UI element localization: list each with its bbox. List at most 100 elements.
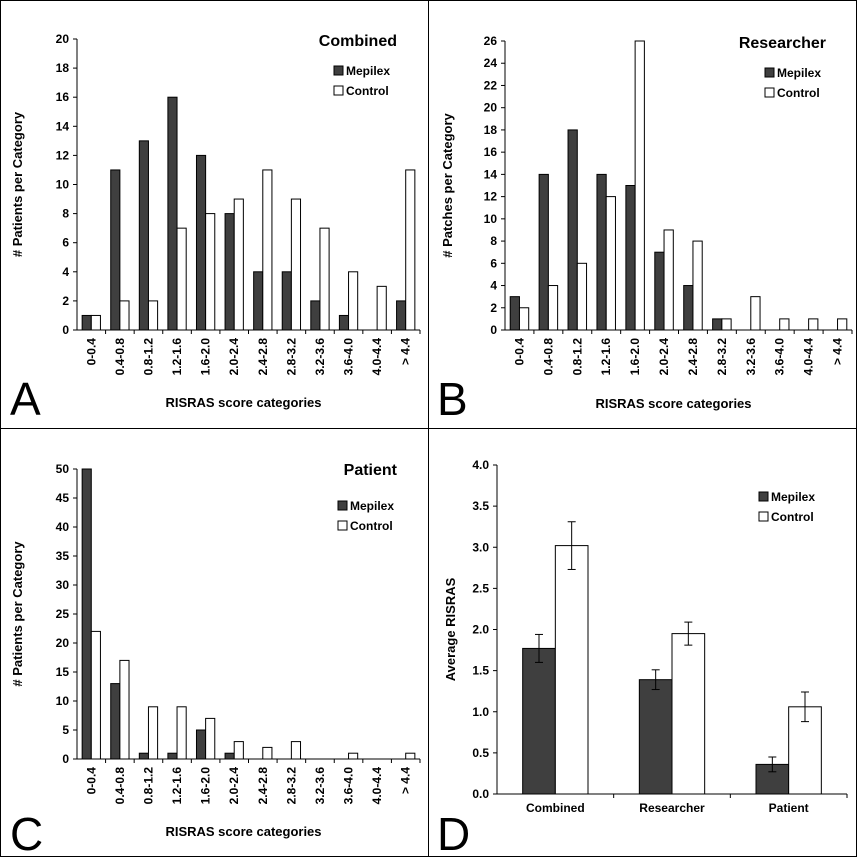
bar-control bbox=[90, 314, 101, 331]
bar-mepilex bbox=[110, 683, 121, 760]
panel-letter: D bbox=[437, 808, 470, 857]
y-tick-label: 1.5 bbox=[472, 664, 489, 678]
legend-label-mepilex: Mepilex bbox=[771, 490, 815, 504]
x-tick-label: 4.0-4.4 bbox=[802, 338, 816, 376]
y-tick-label: 12 bbox=[484, 190, 498, 204]
x-tick-label: 2.4-2.8 bbox=[256, 767, 270, 805]
x-tick-label: 1.2-1.6 bbox=[170, 338, 184, 376]
legend-swatch-mepilex bbox=[333, 65, 344, 76]
y-tick-label: 1.0 bbox=[472, 705, 489, 719]
x-tick-label: 1.6-2.0 bbox=[199, 767, 213, 805]
bar-control bbox=[405, 752, 416, 760]
legend-label-mepilex: Mepilex bbox=[777, 66, 821, 80]
bar-control bbox=[605, 196, 616, 331]
y-tick-label: 6 bbox=[62, 236, 69, 250]
legend-swatch-control bbox=[337, 520, 348, 531]
y-tick-label: 2.0 bbox=[472, 623, 489, 637]
x-tick-label: 0.8-1.2 bbox=[141, 338, 155, 376]
x-tick-label: 2.8-3.2 bbox=[284, 767, 298, 805]
bar-control bbox=[547, 285, 559, 331]
panel-letter: B bbox=[437, 373, 468, 425]
x-tick-label: 1.2-1.6 bbox=[599, 338, 613, 376]
y-tick-label: 30 bbox=[56, 578, 70, 592]
x-tick-label: 0.4-0.8 bbox=[113, 338, 127, 376]
y-tick-label: 8 bbox=[490, 234, 497, 248]
x-tick-label: > 4.4 bbox=[399, 767, 413, 794]
y-axis-title: # Patches per Category bbox=[440, 112, 455, 257]
panel-letter: C bbox=[10, 808, 43, 857]
chart-title: Patient bbox=[344, 462, 398, 479]
x-tick-label: 0.8-1.2 bbox=[570, 338, 584, 376]
x-tick-label: 4.0-4.4 bbox=[370, 767, 384, 805]
y-tick-label: 2 bbox=[62, 294, 69, 308]
x-tick-label: 3.2-3.6 bbox=[744, 338, 758, 376]
legend-swatch-mepilex bbox=[764, 67, 775, 78]
bar-mepilex bbox=[138, 752, 149, 760]
x-tick-label: 2.4-2.8 bbox=[256, 338, 270, 376]
bar-mepilex bbox=[253, 271, 264, 331]
y-tick-label: 4 bbox=[490, 279, 497, 293]
bar-control bbox=[176, 227, 187, 331]
y-tick-label: 8 bbox=[62, 207, 69, 221]
x-tick-label: 1.6-2.0 bbox=[628, 338, 642, 376]
y-tick-label: 18 bbox=[484, 123, 498, 137]
bar-mepilex bbox=[195, 154, 207, 331]
y-tick-label: 0 bbox=[490, 323, 497, 337]
y-tick-label: 2.5 bbox=[472, 581, 489, 595]
x-tick-label: 2.8-3.2 bbox=[284, 338, 298, 376]
bar-control bbox=[348, 271, 359, 331]
x-axis-title: RISRAS score categories bbox=[165, 395, 321, 410]
bar-mepilex bbox=[167, 96, 178, 331]
chart-title: Combined bbox=[319, 33, 397, 50]
y-tick-label: 10 bbox=[484, 212, 498, 226]
x-tick-label: 0-0.4 bbox=[512, 338, 526, 366]
bar-mepilex bbox=[538, 173, 549, 331]
y-axis-title: # Patients per Category bbox=[10, 541, 25, 687]
x-tick-label: 3.2-3.6 bbox=[313, 767, 327, 805]
x-tick-label: 2.4-2.8 bbox=[686, 338, 700, 376]
bar-mepilex bbox=[81, 468, 92, 760]
bar-mepilex bbox=[596, 173, 607, 331]
bar-mepilex bbox=[81, 314, 92, 331]
chart-panel-d: 0.0 0.5 1.0 1.5 2.0 2.5 3.0 3.5 4.0 Combined Resea… bbox=[437, 458, 848, 857]
legend-swatch-control bbox=[333, 85, 344, 96]
y-tick-label: 0 bbox=[62, 752, 69, 766]
bar-mepilex bbox=[625, 185, 636, 331]
x-tick-label: 0.4-0.8 bbox=[541, 338, 555, 376]
bar-control bbox=[205, 717, 216, 760]
y-tick-label: 16 bbox=[56, 90, 70, 104]
chart-title: Researcher bbox=[739, 35, 826, 52]
bar-mepilex bbox=[567, 129, 578, 331]
legend-swatch-mepilex bbox=[337, 500, 348, 511]
y-tick-label: 50 bbox=[56, 462, 70, 476]
x-tick-label: 1.6-2.0 bbox=[199, 338, 213, 376]
y-tick-label: 40 bbox=[56, 520, 70, 534]
bar-control bbox=[176, 706, 187, 760]
legend-label-control: Control bbox=[346, 84, 389, 98]
x-tick-label: 2.0-2.4 bbox=[227, 338, 241, 376]
y-tick-label: 4 bbox=[62, 265, 69, 279]
x-tick-label: 2.0-2.4 bbox=[227, 767, 241, 805]
bar-mepilex bbox=[712, 318, 723, 331]
panel-letter: A bbox=[10, 373, 41, 425]
x-tick-label: 0.8-1.2 bbox=[141, 767, 155, 805]
y-tick-label: 3.5 bbox=[472, 499, 489, 513]
y-tick-label: 14 bbox=[56, 119, 70, 133]
x-axis-title: RISRAS score categories bbox=[165, 824, 321, 839]
bar-control bbox=[405, 169, 416, 331]
bar-control bbox=[233, 741, 244, 760]
legend-label-mepilex: Mepilex bbox=[346, 64, 390, 78]
y-tick-label: 2 bbox=[490, 301, 497, 315]
bar-control bbox=[663, 229, 674, 331]
bar-control bbox=[837, 318, 848, 331]
bar-control bbox=[147, 706, 159, 760]
bar-control bbox=[290, 741, 302, 760]
y-tick-label: 16 bbox=[484, 145, 498, 159]
y-tick-label: 18 bbox=[56, 61, 70, 75]
y-tick-label: 0.0 bbox=[472, 787, 489, 801]
legend-swatch-mepilex bbox=[758, 491, 769, 502]
bar-control bbox=[119, 659, 130, 760]
x-tick-label: 0-0.4 bbox=[84, 338, 98, 366]
bar-control bbox=[518, 307, 530, 331]
